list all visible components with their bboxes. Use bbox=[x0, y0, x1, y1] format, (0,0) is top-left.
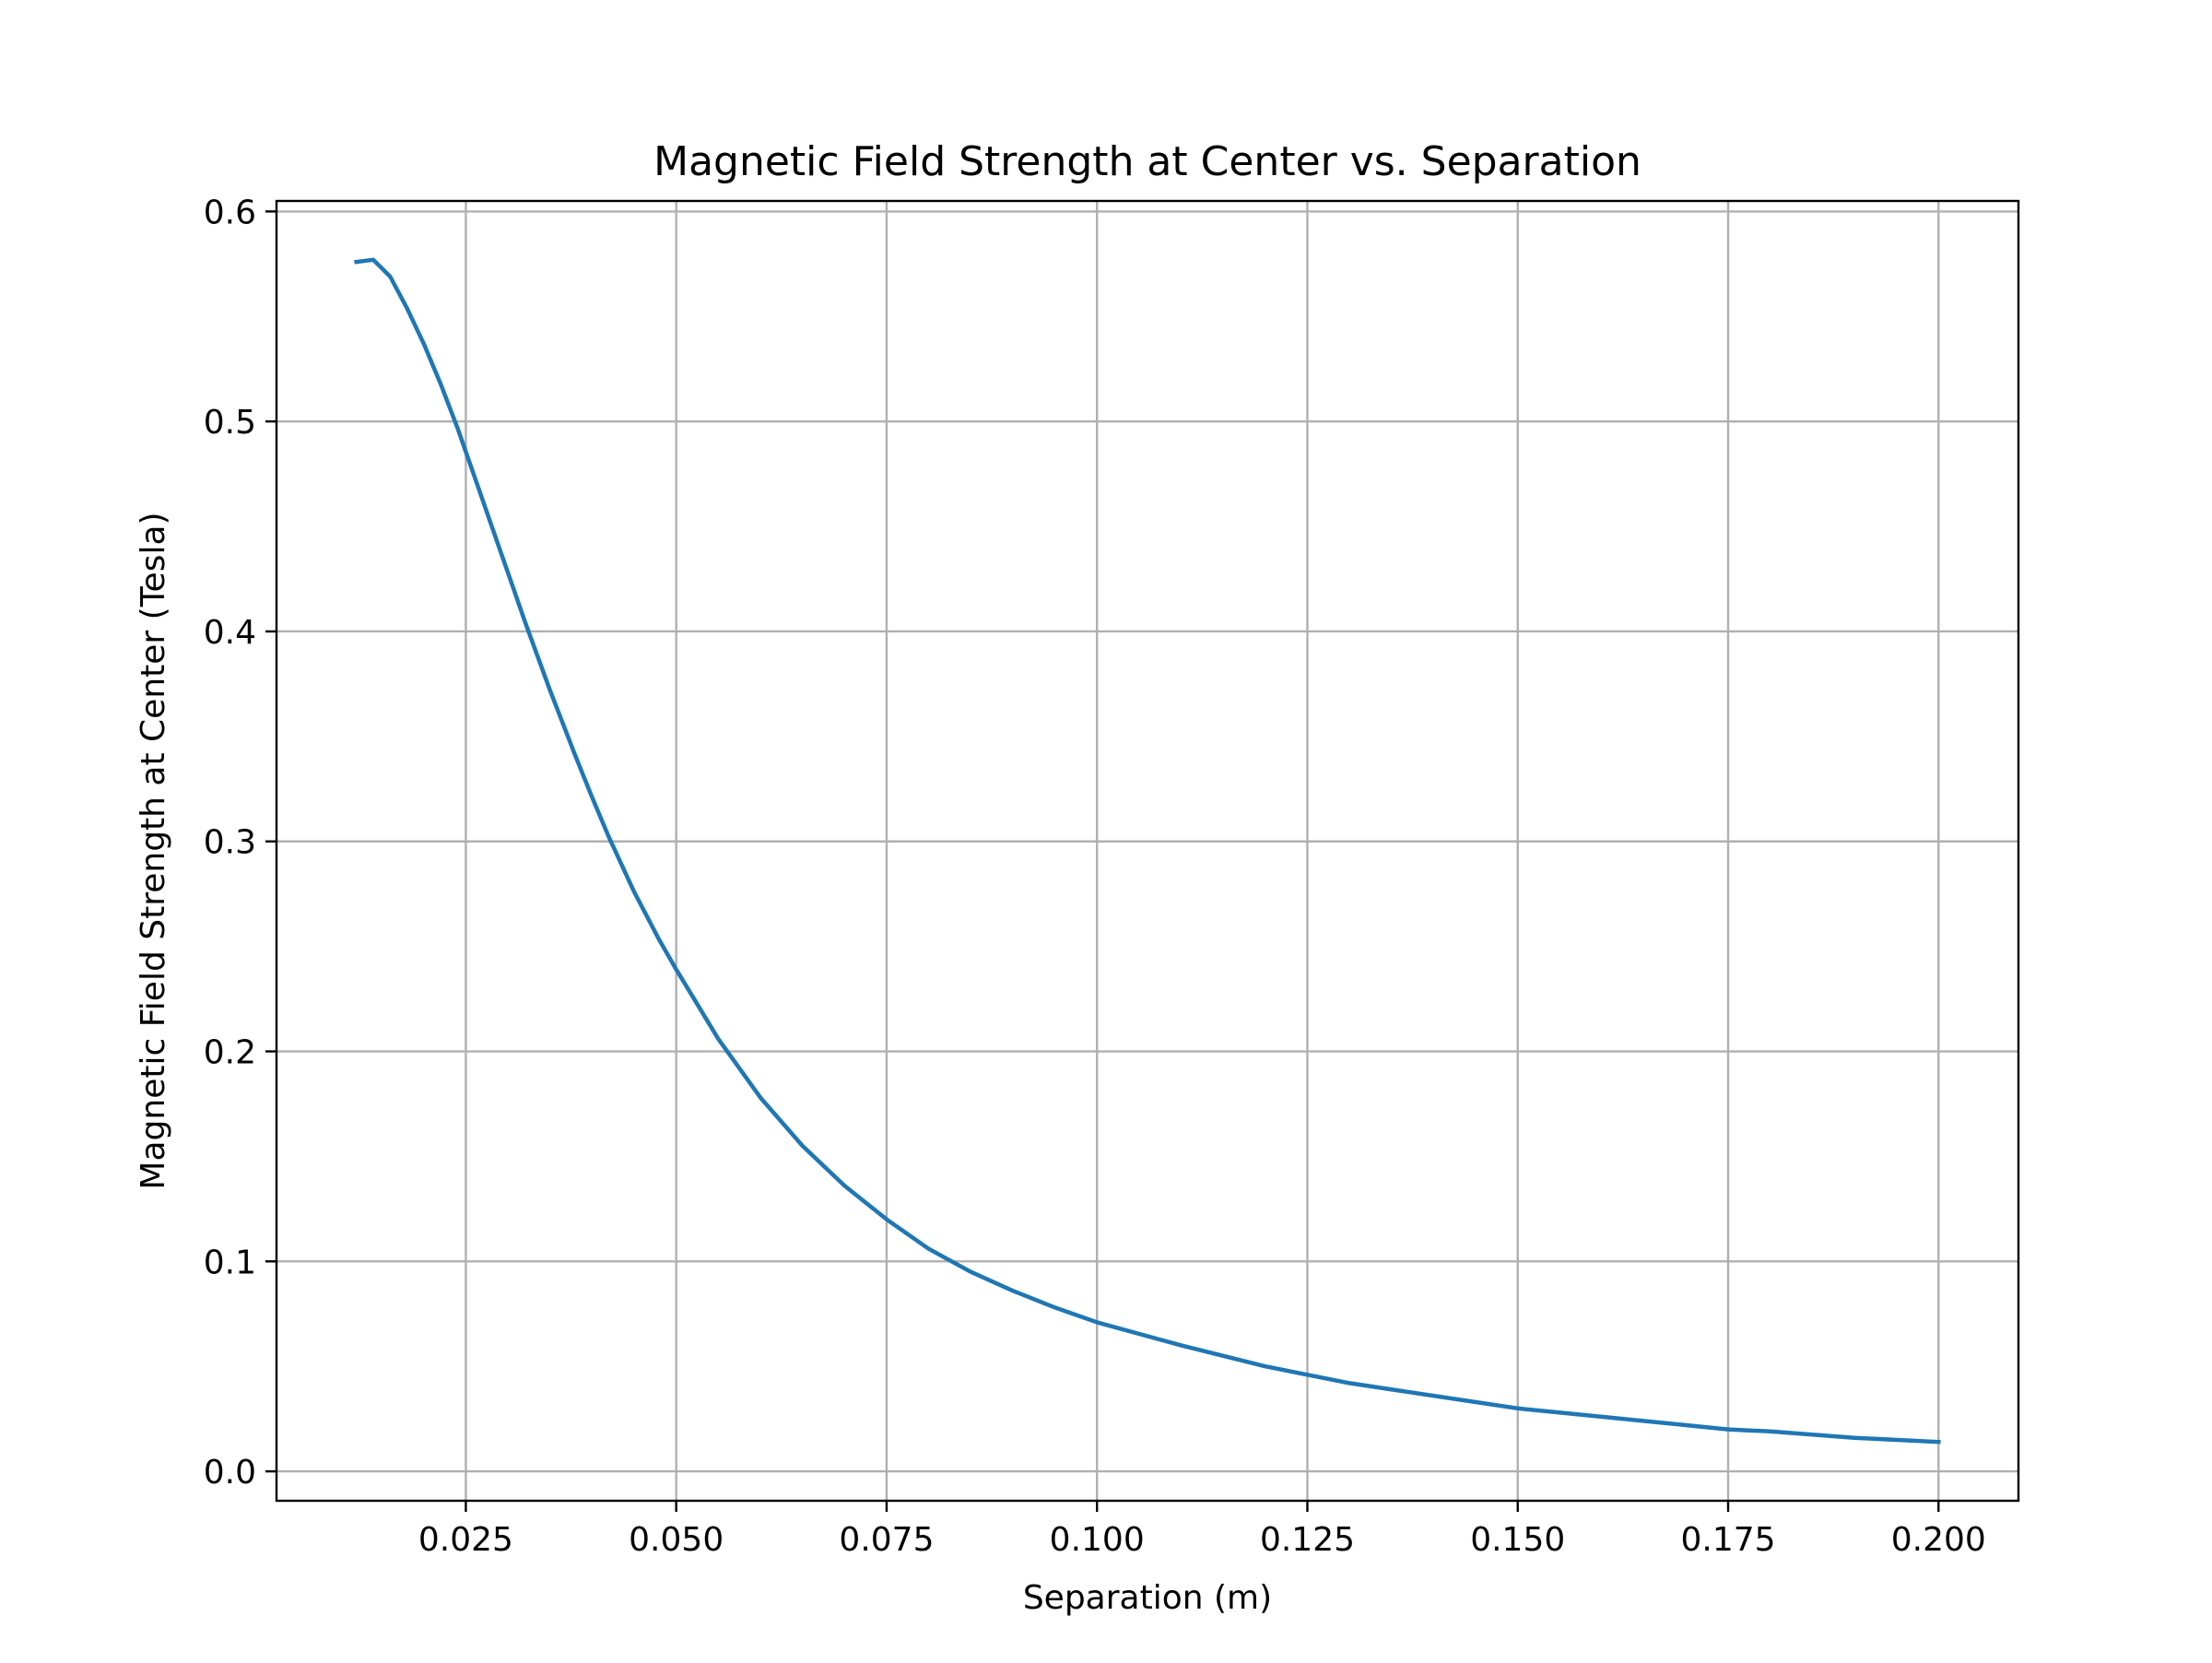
y-tick-label: 0.0 bbox=[204, 1454, 256, 1492]
y-tick-label: 0.5 bbox=[204, 404, 256, 442]
series-layer bbox=[354, 257, 1941, 1445]
x-tick-label: 0.075 bbox=[839, 1521, 934, 1559]
y-tick-label: 0.4 bbox=[204, 614, 256, 652]
x-axis-label: Separation (m) bbox=[1023, 1579, 1272, 1617]
y-tick-label: 0.6 bbox=[204, 194, 256, 231]
x-tick-label: 0.100 bbox=[1050, 1521, 1145, 1559]
x-tick-label: 0.200 bbox=[1891, 1521, 1986, 1559]
y-tick-label: 0.3 bbox=[204, 824, 256, 862]
y-tick-label: 0.1 bbox=[204, 1244, 256, 1281]
y-tick-label: 0.2 bbox=[204, 1034, 256, 1072]
x-tick-label: 0.050 bbox=[629, 1521, 724, 1559]
grid bbox=[276, 201, 2018, 1501]
chart-title: Magnetic Field Strength at Center vs. Se… bbox=[653, 138, 1641, 185]
x-tick-label: 0.125 bbox=[1260, 1521, 1355, 1559]
ticks: 0.025 0.050 0.075 0.100 0.125 0.150 0.175 0.200… bbox=[204, 194, 1986, 1559]
x-tick-label: 0.150 bbox=[1470, 1521, 1565, 1559]
series-line bbox=[354, 257, 1941, 1445]
x-tick-label: 0.175 bbox=[1680, 1521, 1775, 1559]
axes-frame bbox=[275, 199, 2020, 1503]
x-tick-label: 0.025 bbox=[418, 1521, 513, 1559]
y-axis-label: Magnetic Field Strength at Center (Tesla… bbox=[135, 512, 172, 1189]
